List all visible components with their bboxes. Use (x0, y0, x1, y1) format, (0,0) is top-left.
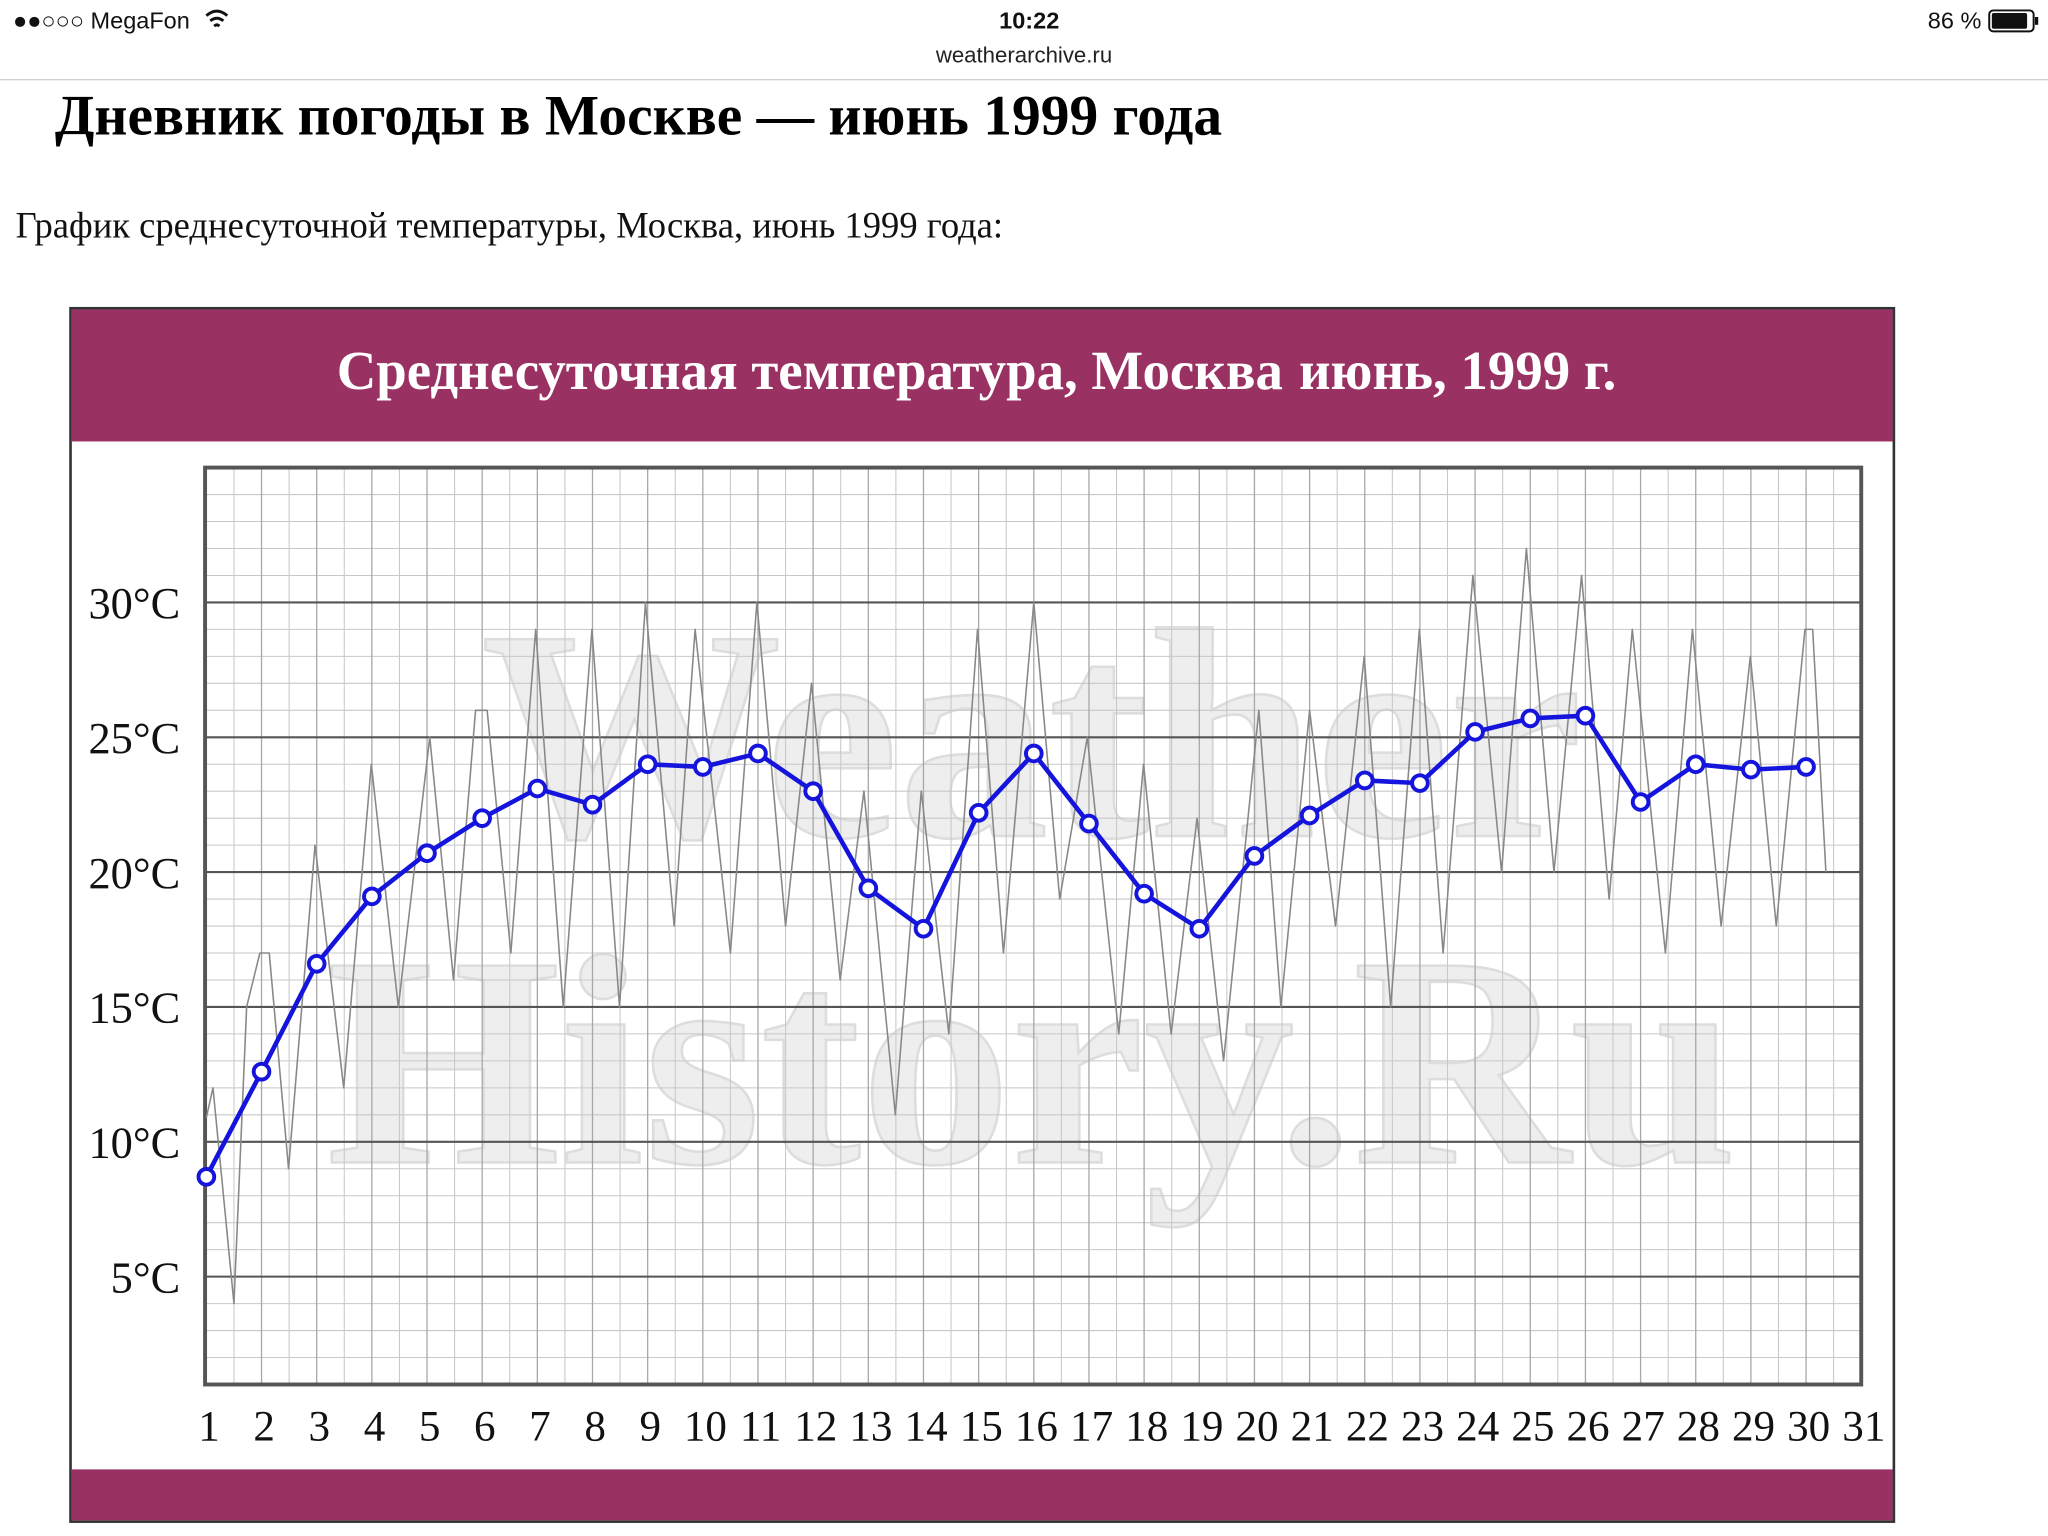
data-point (1630, 792, 1651, 812)
x-tick-label: 3 (309, 1404, 331, 1451)
x-tick-label: 6 (474, 1404, 496, 1451)
clock: 10:22 (999, 8, 1059, 34)
x-tick-label: 5 (419, 1404, 441, 1451)
battery-icon (1988, 9, 2035, 33)
data-point (1465, 722, 1485, 742)
x-tick-label: 21 (1291, 1404, 1334, 1451)
x-tick-label: 10 (684, 1404, 727, 1451)
data-point (1685, 754, 1706, 775)
data-point (1575, 705, 1596, 726)
data-point (1299, 805, 1320, 826)
data-point (1244, 846, 1265, 866)
battery-level (1991, 13, 2028, 29)
y-tick-label: 25°C (88, 713, 180, 763)
x-tick-label: 24 (1456, 1404, 1499, 1451)
battery-text: 86 % (1928, 8, 1982, 34)
x-tick-label: 27 (1622, 1404, 1665, 1451)
data-point (1741, 759, 1761, 780)
x-tick-label: 13 (849, 1404, 892, 1451)
x-tick-label: 17 (1070, 1404, 1113, 1451)
data-point (748, 743, 768, 764)
x-tick-label: 15 (960, 1404, 1003, 1451)
data-point (1796, 757, 1816, 777)
battery-tip (2034, 16, 2039, 25)
x-tick-label: 9 (640, 1404, 662, 1451)
data-point (1134, 883, 1154, 904)
x-tick-label: 11 (740, 1404, 782, 1451)
data-point (1520, 708, 1541, 729)
y-tick-label: 15°C (88, 983, 180, 1033)
x-tick-label: 2 (253, 1404, 275, 1451)
x-tick-label: 18 (1125, 1404, 1168, 1451)
x-tick-label: 19 (1180, 1404, 1223, 1451)
carrier: ●●○○○ MegaFon (13, 8, 190, 34)
data-point (582, 794, 603, 815)
data-point (362, 886, 382, 907)
temperature-line (205, 547, 1827, 1305)
chart-frame (69, 306, 1896, 1523)
x-tick-label: 29 (1732, 1404, 1775, 1451)
x-tick-label: 14 (905, 1404, 948, 1451)
y-tick-label: 10°C (88, 1117, 180, 1167)
x-tick-label: 22 (1346, 1404, 1389, 1451)
x-tick-label: 7 (529, 1404, 551, 1451)
y-tick-label: 5°C (111, 1252, 181, 1302)
data-point (913, 918, 934, 939)
y-tick-label: 20°C (88, 848, 180, 898)
data-point (417, 843, 437, 864)
data-point (1410, 773, 1430, 793)
data-point (803, 781, 823, 801)
x-tick-label: 8 (584, 1404, 606, 1451)
data-point (1189, 918, 1210, 939)
data-point (1354, 770, 1375, 791)
url[interactable]: weatherarchive.ru (935, 43, 1112, 68)
x-tick-label: 12 (794, 1404, 837, 1451)
data-point (1079, 813, 1099, 834)
x-tick-label: 31 (1842, 1404, 1885, 1451)
data-point (858, 878, 879, 899)
data-point (306, 953, 327, 974)
x-tick-label: 1 (198, 1404, 220, 1451)
x-tick-label: 20 (1236, 1404, 1279, 1451)
data-point (472, 808, 492, 828)
x-tick-label: 28 (1677, 1404, 1720, 1451)
chart-title: Среднесуточная температура, Москва (337, 340, 1283, 401)
data-point (693, 757, 713, 777)
data-point (251, 1061, 272, 1082)
chart-subtitle: июнь, 1999 г. (1299, 340, 1616, 401)
x-tick-label: 26 (1566, 1404, 1609, 1451)
data-point (196, 1167, 217, 1187)
data-point (968, 802, 989, 823)
x-tick-label: 23 (1401, 1404, 1444, 1451)
x-tick-label: 25 (1511, 1404, 1554, 1451)
data-point (527, 778, 548, 799)
data-point (637, 754, 658, 775)
chart-header (71, 309, 1893, 442)
page-heading: Дневник погоды в Москве — июнь 1999 года (55, 85, 1222, 148)
x-tick-label: 30 (1787, 1404, 1830, 1451)
x-tick-label: 16 (1015, 1404, 1058, 1451)
data-point (1023, 743, 1044, 764)
chart-footer (71, 1469, 1893, 1521)
y-tick-label: 30°C (88, 578, 180, 628)
plot-border (203, 465, 1864, 1387)
x-tick-label: 4 (364, 1404, 386, 1451)
wifi-icon (205, 9, 229, 28)
intro-text: График среднесуточной температуры, Москв… (16, 205, 1003, 246)
